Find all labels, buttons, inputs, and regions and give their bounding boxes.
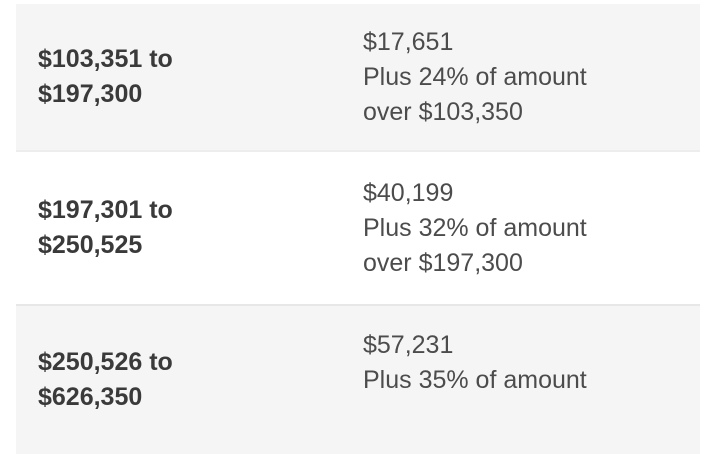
tax-bracket-table: $103,351 to $197,300 $17,651 Plus 24% of… xyxy=(16,0,700,454)
income-range-line: $197,300 xyxy=(38,80,143,108)
tax-owed-cell: $40,199 Plus 32% of amount over $197,300 xyxy=(363,176,700,281)
income-range-cell: $250,526 to $626,350 xyxy=(16,345,363,415)
tax-owed-line: over $197,300 xyxy=(363,248,523,277)
tax-owed-line xyxy=(363,398,700,433)
table-row: $197,301 to $250,525 $40,199 Plus 32% of… xyxy=(16,150,700,304)
tax-owed-cell: $17,651 Plus 24% of amount over $103,350 xyxy=(363,25,700,130)
income-range-line: $197,301 to xyxy=(38,196,173,224)
income-range-line: $103,351 to xyxy=(38,45,173,73)
tax-owed-line: $17,651 xyxy=(363,27,454,56)
tax-owed-line: $57,231 xyxy=(363,330,454,359)
tax-owed-line: over $103,350 xyxy=(363,97,523,126)
tax-owed-line: Plus 24% of amount xyxy=(363,62,587,91)
income-range-line: $250,526 to xyxy=(38,348,173,376)
table-row: $103,351 to $197,300 $17,651 Plus 24% of… xyxy=(16,4,700,150)
income-range-cell: $197,301 to $250,525 xyxy=(16,193,363,263)
table-row: $250,526 to $626,350 $57,231 Plus 35% of… xyxy=(16,304,700,454)
tax-owed-line: $40,199 xyxy=(363,178,454,207)
tax-owed-line: Plus 35% of amount xyxy=(363,365,587,394)
income-range-cell: $103,351 to $197,300 xyxy=(16,42,363,112)
tax-owed-line: Plus 32% of amount xyxy=(363,213,587,242)
tax-owed-cell: $57,231 Plus 35% of amount xyxy=(363,328,700,433)
income-range-line: $250,525 xyxy=(38,231,143,259)
income-range-line: $626,350 xyxy=(38,383,143,411)
